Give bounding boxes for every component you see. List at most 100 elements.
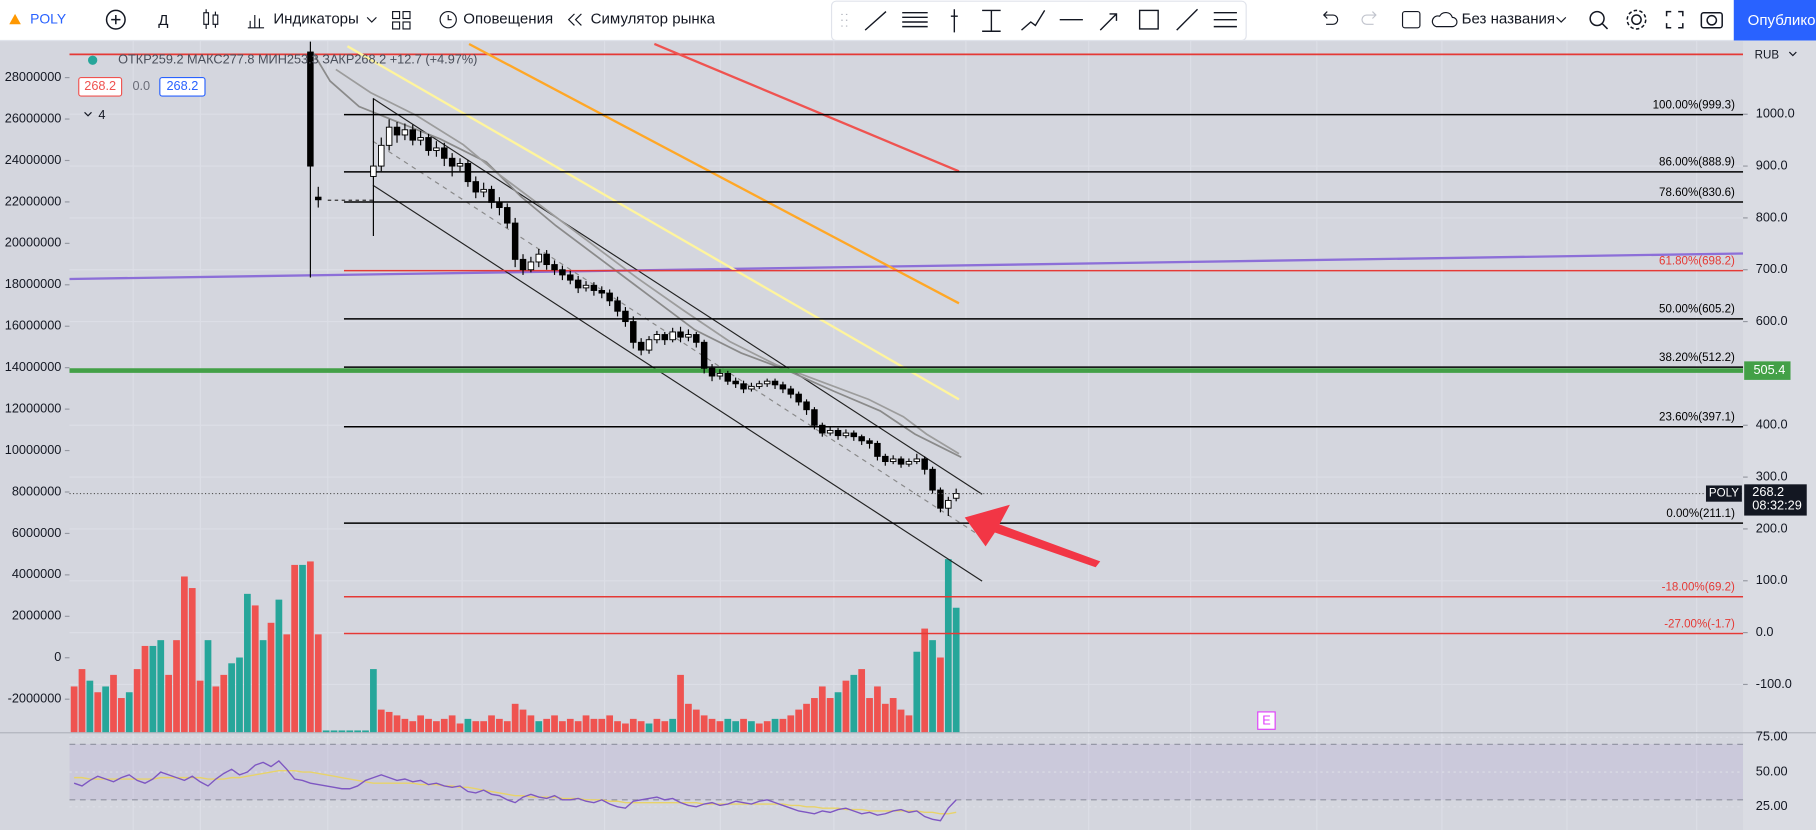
volume-bar bbox=[125, 692, 133, 733]
dropdown-icon[interactable] bbox=[1556, 16, 1567, 23]
layout-icon[interactable] bbox=[1401, 10, 1421, 29]
layout-name[interactable]: Без названия bbox=[1462, 11, 1555, 28]
volume-bar bbox=[874, 686, 881, 733]
candle-body bbox=[905, 461, 913, 465]
candle-body bbox=[504, 207, 511, 224]
candle-body bbox=[409, 129, 417, 141]
y2-tick-label: 10000000 bbox=[5, 442, 62, 457]
candle-body bbox=[748, 385, 755, 390]
candles bbox=[69, 41, 1744, 516]
level-tag bbox=[1744, 361, 1791, 380]
volume-bar bbox=[220, 674, 228, 733]
y-tick-label: 100.0 bbox=[1756, 572, 1788, 587]
status-dot bbox=[88, 55, 98, 65]
publish-button[interactable] bbox=[1733, 0, 1816, 41]
ask-box[interactable] bbox=[159, 76, 206, 97]
volume-bar bbox=[622, 723, 629, 733]
symbol-tag bbox=[1705, 485, 1742, 502]
volume-bar bbox=[740, 718, 747, 733]
chevron-icon[interactable] bbox=[84, 111, 92, 117]
bid-box[interactable] bbox=[78, 76, 123, 97]
volume-bar bbox=[440, 718, 448, 733]
volume-bar bbox=[70, 686, 78, 733]
publish-label[interactable]: Опублико bbox=[1748, 12, 1816, 29]
volume-bar bbox=[251, 605, 259, 733]
volume-bar bbox=[692, 709, 700, 733]
logo-icon bbox=[9, 13, 21, 25]
volume-bar bbox=[267, 622, 275, 733]
cloud-icon[interactable] bbox=[1431, 11, 1458, 28]
earnings-marker[interactable]: E bbox=[1262, 713, 1270, 728]
rsi-tick-label: 25.00 bbox=[1756, 798, 1788, 813]
candle-body bbox=[385, 126, 393, 146]
volume-bar bbox=[165, 674, 172, 733]
interval[interactable]: Д bbox=[158, 12, 168, 29]
replay-button[interactable]: Симулятор рынка bbox=[591, 11, 716, 28]
candle-body bbox=[582, 284, 590, 289]
candle-body bbox=[488, 188, 495, 203]
alerts-button[interactable]: Оповещения bbox=[463, 11, 553, 28]
add-symbol-icon[interactable] bbox=[105, 9, 126, 30]
volume-bar bbox=[952, 607, 960, 733]
volume-bar bbox=[464, 718, 472, 733]
alert-icon[interactable] bbox=[439, 10, 457, 29]
volume-bar bbox=[818, 686, 826, 733]
volume-bar bbox=[307, 561, 314, 733]
candle-body bbox=[937, 489, 944, 509]
redo-icon[interactable] bbox=[1361, 11, 1377, 25]
chart-type-icon[interactable] bbox=[203, 9, 219, 29]
moving-average bbox=[335, 68, 960, 455]
indicators-count[interactable]: 4 bbox=[98, 107, 105, 122]
volume-bar bbox=[913, 651, 921, 733]
volume-bar bbox=[488, 715, 495, 733]
header-icons[interactable] bbox=[1589, 9, 1723, 30]
rsi-tick-label: 75.00 bbox=[1756, 729, 1788, 744]
drawing-tools[interactable] bbox=[841, 8, 1237, 33]
y2-tick-label: 26000000 bbox=[5, 110, 62, 125]
y2-tick-label: 0 bbox=[54, 649, 61, 664]
candle-body bbox=[543, 253, 550, 266]
volume-bar bbox=[803, 703, 810, 733]
candle-body bbox=[685, 334, 692, 338]
volume-bar bbox=[716, 721, 724, 733]
fib-label: 78.60%(830.6) bbox=[1659, 187, 1735, 199]
indicators-button[interactable]: Индикаторы bbox=[273, 11, 359, 28]
candle-body bbox=[677, 331, 684, 338]
candle-body bbox=[630, 321, 637, 343]
rsi-ma-line bbox=[74, 769, 957, 815]
volume-bar bbox=[275, 599, 283, 733]
volume-bar bbox=[527, 715, 535, 733]
candle-body bbox=[574, 279, 582, 289]
candle-body bbox=[945, 499, 952, 509]
y-tick-label: -100.0 bbox=[1756, 676, 1792, 691]
volume-bar bbox=[94, 692, 102, 733]
symbol[interactable]: POLY bbox=[30, 10, 66, 26]
y2-tick-label: 28000000 bbox=[5, 69, 62, 84]
candle-body bbox=[417, 137, 424, 141]
volume-bar bbox=[204, 640, 212, 733]
earnings-box[interactable] bbox=[1257, 711, 1276, 730]
candle-body bbox=[763, 380, 771, 385]
symbol-tag-label: POLY bbox=[1709, 488, 1739, 500]
candle-body bbox=[401, 129, 409, 136]
fibonacci: 100.00%(999.3) 86.00%(888.9) 78.60%(830.6)… bbox=[69, 99, 1744, 635]
undo-icon[interactable] bbox=[1322, 11, 1339, 25]
candle-body bbox=[464, 163, 472, 183]
candle-body bbox=[858, 436, 865, 442]
bid[interactable]: 268.2 bbox=[84, 78, 116, 93]
dropdown-icon[interactable] bbox=[366, 16, 377, 23]
y-tick-label: 200.0 bbox=[1756, 520, 1788, 535]
ask[interactable]: 268.2 bbox=[166, 78, 198, 93]
volume-bar bbox=[480, 721, 488, 733]
currency-dropdown[interactable] bbox=[1788, 51, 1797, 57]
channel-middle bbox=[372, 140, 983, 538]
indicators-icon[interactable] bbox=[247, 15, 265, 29]
volume-bar bbox=[787, 715, 795, 733]
templates-icon[interactable] bbox=[392, 10, 411, 30]
replay-icon[interactable] bbox=[567, 13, 582, 26]
y2-tick-label: -2000000 bbox=[8, 691, 62, 706]
y-tick-label: 1000.0 bbox=[1756, 106, 1795, 121]
y2-tick-label: 24000000 bbox=[5, 152, 62, 167]
volume-bar bbox=[173, 640, 180, 733]
